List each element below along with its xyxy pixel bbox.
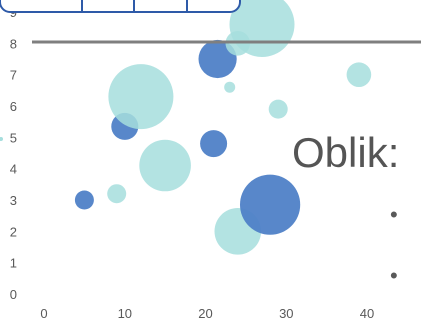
bubble-point bbox=[268, 99, 288, 119]
x-tick-label: 30 bbox=[279, 306, 293, 321]
y-tick-label: 5 bbox=[10, 130, 17, 145]
bullet-marker: • bbox=[390, 263, 398, 288]
table-fragment bbox=[0, 0, 241, 13]
y-tick-label: 1 bbox=[10, 256, 17, 271]
y-tick-label: 8 bbox=[10, 36, 17, 51]
y-tick-label: 6 bbox=[10, 99, 17, 114]
bubble-point bbox=[139, 139, 191, 192]
x-axis-tick-labels: 0 10 20 30 40 bbox=[40, 306, 374, 321]
bubble-point bbox=[346, 62, 372, 87]
bubble-point bbox=[107, 184, 127, 204]
y-tick-label: 4 bbox=[10, 162, 17, 177]
bubble-point bbox=[240, 174, 301, 235]
bubble-point bbox=[74, 190, 94, 210]
slide-title: Oblik: bbox=[292, 129, 399, 176]
bubble-series bbox=[74, 0, 372, 255]
bubble-point bbox=[108, 64, 174, 130]
x-tick-label: 40 bbox=[360, 306, 374, 321]
x-tick-label: 20 bbox=[198, 306, 212, 321]
x-tick-label: 10 bbox=[118, 306, 132, 321]
bullet-marker: • bbox=[390, 202, 398, 227]
x-tick-label: 0 bbox=[40, 306, 47, 321]
bubble-point bbox=[224, 81, 236, 93]
edge-dot bbox=[0, 137, 3, 141]
y-axis-tick-labels: 0123456789 bbox=[10, 5, 17, 302]
y-tick-label: 0 bbox=[10, 287, 17, 302]
y-tick-label: 3 bbox=[10, 193, 17, 208]
y-tick-label: 7 bbox=[10, 68, 17, 83]
bubble-point bbox=[200, 130, 228, 158]
y-tick-label: 2 bbox=[10, 224, 17, 239]
